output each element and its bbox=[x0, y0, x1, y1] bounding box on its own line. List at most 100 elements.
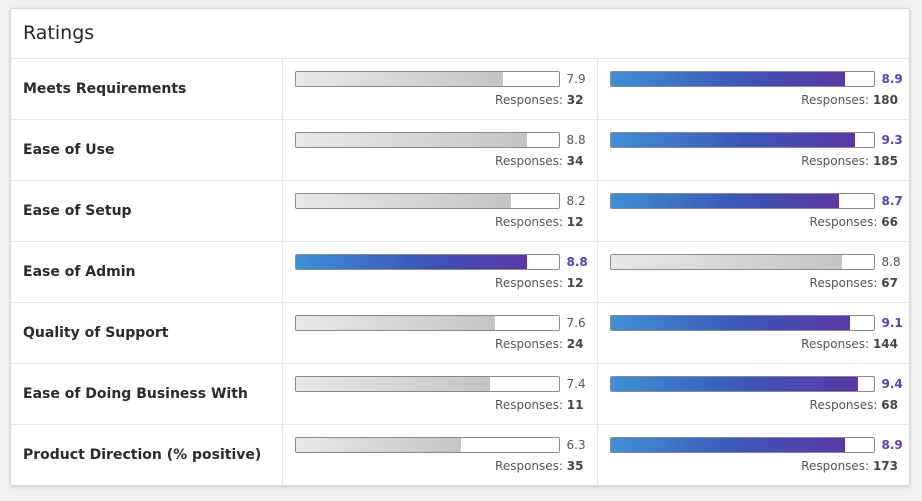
responses-number: 66 bbox=[881, 215, 898, 229]
responses-label: Responses: bbox=[801, 459, 870, 473]
rating-right: 8.9 Responses: 173 bbox=[598, 425, 912, 485]
ratings-table: Meets Requirements 7.9 Responses: 32 8.9… bbox=[11, 59, 911, 485]
rating-score: 6.3 bbox=[566, 438, 586, 452]
responses-count: Responses: 68 bbox=[810, 398, 898, 412]
rating-row: Ease of Doing Business With 7.4 Response… bbox=[11, 363, 912, 425]
rating-left: 8.2 Responses: 12 bbox=[283, 181, 597, 241]
rating-bar bbox=[609, 315, 875, 331]
rating-bar bbox=[294, 376, 560, 392]
responses-number: 24 bbox=[566, 337, 584, 351]
responses-count: Responses: 173 bbox=[801, 459, 898, 473]
rating-score: 7.9 bbox=[566, 72, 586, 86]
responses-count: Responses: 180 bbox=[801, 93, 898, 107]
responses-label: Responses: bbox=[495, 337, 563, 351]
ratings-title: Ratings bbox=[11, 9, 909, 59]
responses-label: Responses: bbox=[801, 337, 870, 351]
responses-number: 12 bbox=[566, 215, 584, 229]
rating-score: 8.9 bbox=[881, 72, 903, 86]
rating-left: 7.6 Responses: 24 bbox=[283, 303, 597, 363]
rating-label: Ease of Doing Business With bbox=[11, 363, 283, 425]
rating-bar-fill bbox=[610, 255, 842, 269]
rating-bar-fill bbox=[610, 194, 840, 208]
responses-number: 34 bbox=[566, 154, 584, 168]
rating-bar bbox=[294, 132, 560, 148]
rating-cell-right: 9.3 Responses: 185 bbox=[597, 119, 912, 181]
rating-label: Ease of Setup bbox=[11, 180, 283, 242]
rating-label: Ease of Use bbox=[11, 119, 283, 181]
responses-count: Responses: 185 bbox=[801, 154, 898, 168]
rating-cell-right: 9.1 Responses: 144 bbox=[597, 302, 911, 364]
rating-row: Ease of Use 8.8 Responses: 34 9.3 Respon… bbox=[11, 119, 912, 181]
responses-number: 67 bbox=[881, 276, 898, 290]
rating-right: 8.7 Responses: 66 bbox=[598, 181, 912, 241]
responses-label: Responses: bbox=[495, 276, 563, 290]
rating-left: 7.4 Responses: 11 bbox=[283, 364, 597, 424]
rating-score: 8.7 bbox=[881, 194, 903, 208]
responses-count: Responses: 32 bbox=[495, 93, 583, 107]
responses-count: Responses: 34 bbox=[495, 154, 583, 168]
rating-cell-left: 8.2 Responses: 12 bbox=[282, 180, 598, 242]
rating-score: 9.1 bbox=[881, 316, 903, 330]
rating-bar-fill bbox=[295, 316, 496, 330]
ratings-card: Ratings Meets Requirements 7.9 Responses… bbox=[10, 8, 911, 486]
rating-row: Product Direction (% positive) 6.3 Respo… bbox=[11, 424, 911, 486]
responses-count: Responses: 12 bbox=[495, 276, 583, 290]
rating-cell-left: 7.6 Responses: 24 bbox=[282, 302, 598, 364]
rating-row: Quality of Support 7.6 Responses: 24 9.1… bbox=[11, 302, 911, 364]
rating-score: 9.4 bbox=[881, 377, 903, 391]
responses-number: 35 bbox=[566, 459, 584, 473]
rating-right: 9.3 Responses: 185 bbox=[598, 120, 912, 180]
rating-row: Ease of Setup 8.2 Responses: 12 8.7 Resp… bbox=[11, 180, 912, 242]
rating-score: 7.6 bbox=[566, 316, 586, 330]
responses-number: 144 bbox=[872, 337, 898, 351]
responses-label: Responses: bbox=[809, 398, 878, 412]
rating-score: 7.4 bbox=[566, 377, 586, 391]
responses-number: 185 bbox=[872, 154, 898, 168]
rating-label: Product Direction (% positive) bbox=[11, 424, 283, 485]
responses-label: Responses: bbox=[495, 398, 563, 412]
rating-cell-right: 8.8 Responses: 67 bbox=[597, 241, 912, 303]
rating-bar bbox=[609, 254, 875, 270]
responses-count: Responses: 12 bbox=[495, 215, 583, 229]
rating-right: 8.9 Responses: 180 bbox=[598, 59, 912, 119]
responses-number: 173 bbox=[872, 459, 898, 473]
rating-right: 8.8 Responses: 67 bbox=[598, 242, 912, 302]
rating-cell-left: 8.8 Responses: 34 bbox=[282, 119, 598, 181]
responses-count: Responses: 35 bbox=[495, 459, 583, 473]
rating-bar bbox=[294, 254, 560, 270]
rating-bar-fill bbox=[295, 194, 512, 208]
rating-row: Meets Requirements 7.9 Responses: 32 8.9… bbox=[11, 59, 911, 120]
rating-bar bbox=[609, 71, 875, 87]
rating-bar-fill bbox=[295, 255, 527, 269]
responses-label: Responses: bbox=[801, 93, 870, 107]
responses-count: Responses: 144 bbox=[801, 337, 898, 351]
rating-bar-fill bbox=[295, 377, 491, 391]
rating-bar bbox=[294, 315, 560, 331]
rating-left: 8.8 Responses: 12 bbox=[283, 242, 597, 302]
rating-bar-fill bbox=[610, 133, 856, 147]
responses-label: Responses: bbox=[495, 459, 563, 473]
rating-bar bbox=[294, 193, 560, 209]
rating-bar-fill bbox=[610, 438, 845, 452]
rating-cell-right: 8.9 Responses: 173 bbox=[597, 425, 911, 486]
rating-score: 9.3 bbox=[881, 133, 903, 147]
rating-label: Ease of Admin bbox=[11, 241, 283, 303]
rating-bar bbox=[609, 376, 875, 392]
rating-cell-left: 6.3 Responses: 35 bbox=[282, 424, 598, 485]
responses-count: Responses: 66 bbox=[810, 215, 898, 229]
responses-number: 32 bbox=[566, 93, 584, 107]
rating-score: 8.9 bbox=[881, 438, 903, 452]
rating-bar bbox=[294, 71, 560, 87]
responses-label: Responses: bbox=[809, 276, 878, 290]
rating-bar-fill bbox=[295, 72, 504, 86]
rating-cell-left: 8.8 Responses: 12 bbox=[282, 241, 598, 303]
rating-cell-right: 8.9 Responses: 180 bbox=[597, 59, 911, 120]
rating-left: 8.8 Responses: 34 bbox=[283, 120, 597, 180]
rating-label: Meets Requirements bbox=[11, 59, 283, 120]
rating-right: 9.4 Responses: 68 bbox=[598, 364, 912, 424]
responses-number: 11 bbox=[566, 398, 584, 412]
responses-label: Responses: bbox=[495, 154, 563, 168]
rating-cell-left: 7.4 Responses: 11 bbox=[282, 363, 598, 425]
rating-score: 8.2 bbox=[566, 194, 586, 208]
responses-count: Responses: 67 bbox=[810, 276, 898, 290]
